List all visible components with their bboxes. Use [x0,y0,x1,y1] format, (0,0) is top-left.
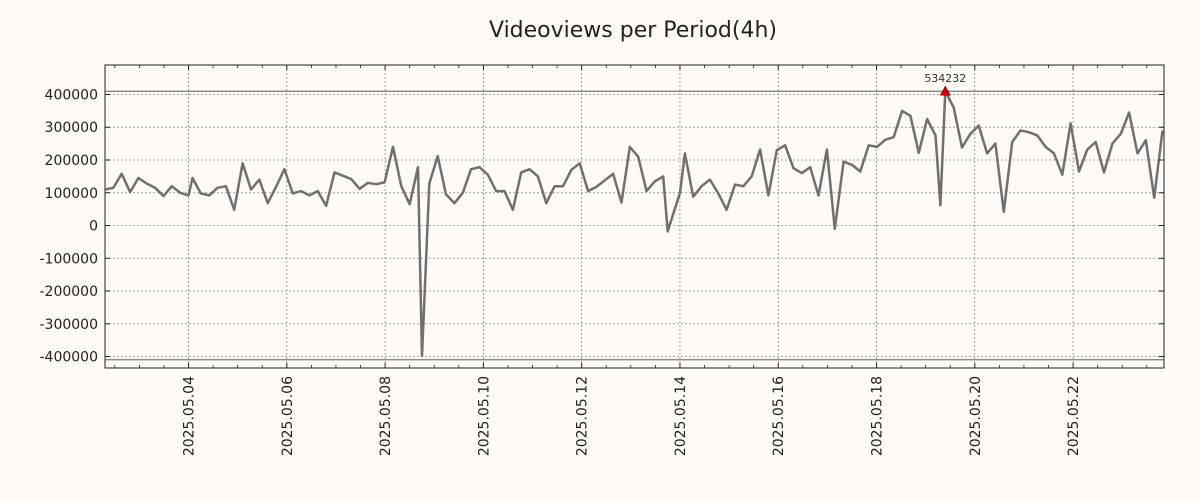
x-tick-label: 2025.05.22 [1066,376,1082,456]
series-line [104,89,1164,358]
y-tick-label: -100000 [40,251,99,267]
peak-marker [939,85,951,96]
peak-label: 534232 [924,72,966,85]
series-group [104,89,1164,358]
x-tick-label: 2025.05.20 [968,376,984,456]
y-tick-label: -300000 [40,317,99,333]
y-tick-label: 400000 [45,87,98,103]
minor-ticks [114,65,1148,368]
plot-area [104,64,1165,369]
x-tick-label: 2025.05.12 [575,376,591,456]
y-axis: 400000 300000 200000 100000 0 -100000 -200000 -… [40,87,1164,366]
x-axis: 2025.05.04 2025.05.06 2025.05.08 2025.05.10… [182,65,1082,456]
y-tick-label: 200000 [45,153,98,169]
x-tick-label: 2025.05.16 [771,376,787,456]
y-tick-label: 0 [89,219,98,235]
x-tick-label: 2025.05.10 [476,376,492,456]
y-tick-label: 100000 [45,186,98,202]
grid-lines [105,65,1164,368]
x-tick-label: 2025.05.18 [870,376,886,456]
y-tick-label: -400000 [40,350,99,366]
peak-marker-group: 534232 [924,72,966,96]
chart-title: Videoviews per Period(4h) [489,18,777,43]
reference-lines [105,90,1164,361]
y-tick-label: 300000 [45,120,98,136]
x-tick-label: 2025.05.04 [182,376,198,456]
y-tick-label: -200000 [40,284,99,300]
x-tick-label: 2025.05.08 [378,376,394,456]
x-tick-label: 2025.05.06 [280,376,296,456]
x-tick-label: 2025.05.14 [673,376,689,456]
